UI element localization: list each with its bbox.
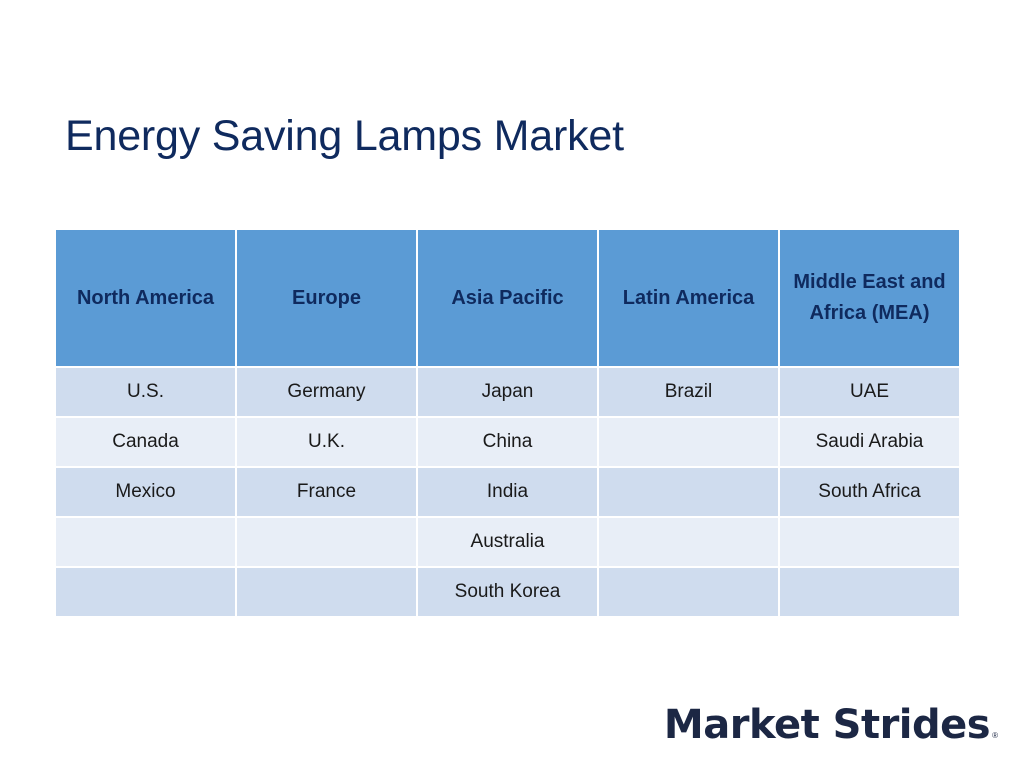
table-cell: Mexico: [54, 466, 237, 518]
table-row: Canada U.K. China Saudi Arabia: [54, 416, 961, 468]
slide-title: Energy Saving Lamps Market: [65, 112, 624, 160]
table-cell: China: [416, 416, 599, 468]
table-cell: [597, 516, 780, 568]
brand-name: Market Strides: [663, 702, 991, 748]
header-asia-pacific: Asia Pacific: [416, 228, 599, 368]
table-cell: [597, 466, 780, 518]
table-cell: Japan: [416, 366, 599, 418]
table-cell: Saudi Arabia: [778, 416, 961, 468]
table-cell: Germany: [235, 366, 418, 418]
table-cell: Canada: [54, 416, 237, 468]
table-cell: Australia: [416, 516, 599, 568]
table-cell: South Africa: [778, 466, 961, 518]
table-row: U.S. Germany Japan Brazil UAE: [54, 366, 961, 418]
header-north-america: North America: [54, 228, 237, 368]
header-europe: Europe: [235, 228, 418, 368]
table-cell: [54, 516, 237, 568]
region-table: North America Europe Asia Pacific Latin …: [54, 228, 961, 618]
table-cell: India: [416, 466, 599, 518]
header-mea: Middle East and Africa (MEA): [778, 228, 961, 368]
header-latin-america: Latin America: [597, 228, 780, 368]
table-cell: France: [235, 466, 418, 518]
brand-logo: Market Strides ®: [664, 702, 998, 748]
table-cell: [778, 566, 961, 618]
table-row: Mexico France India South Africa: [54, 466, 961, 518]
table-cell: [235, 516, 418, 568]
registered-mark: ®: [992, 731, 998, 740]
table-cell: UAE: [778, 366, 961, 418]
table-cell: [597, 416, 780, 468]
table-cell: U.K.: [235, 416, 418, 468]
table-cell: U.S.: [54, 366, 237, 418]
table-row: Australia: [54, 516, 961, 568]
table-cell: [235, 566, 418, 618]
table-cell: [54, 566, 237, 618]
table-cell: Brazil: [597, 366, 780, 418]
table-row: South Korea: [54, 566, 961, 618]
table-header-row: North America Europe Asia Pacific Latin …: [54, 228, 961, 368]
table-cell: South Korea: [416, 566, 599, 618]
table-cell: [778, 516, 961, 568]
table-cell: [597, 566, 780, 618]
